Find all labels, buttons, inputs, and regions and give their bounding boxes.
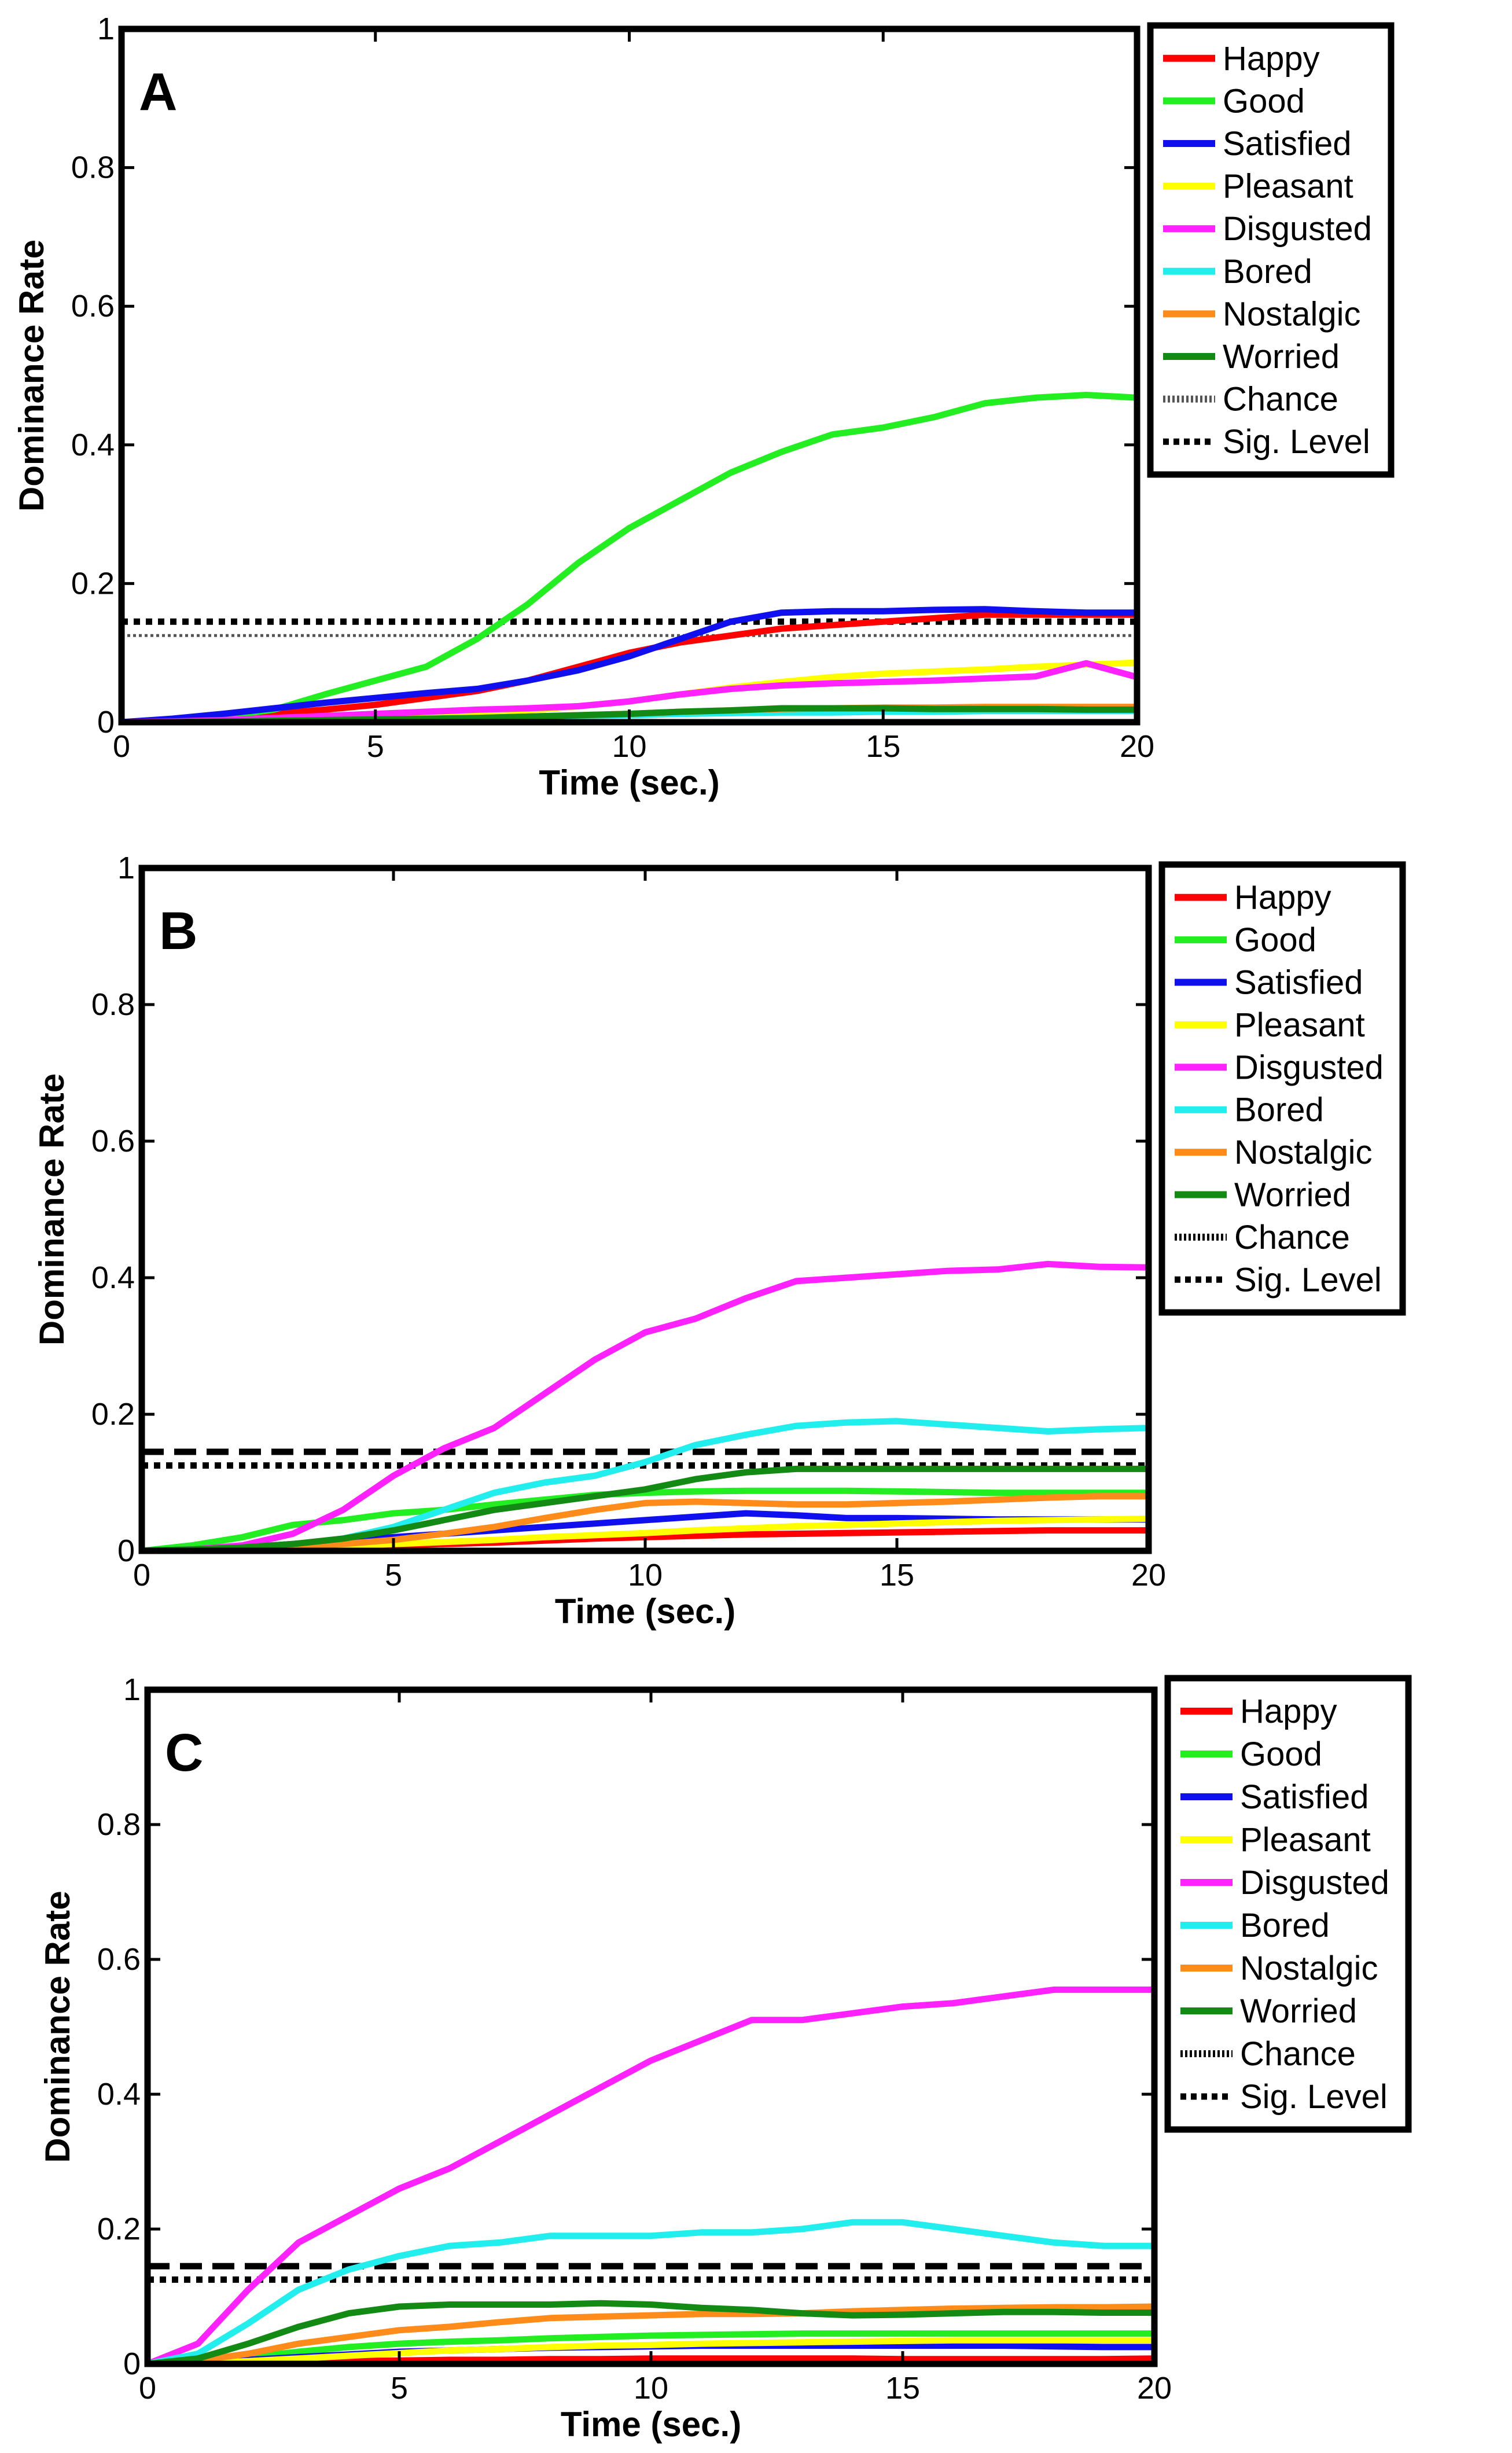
- y-tick-label: 0.4: [97, 2077, 141, 2112]
- series-line-satisfied: [122, 606, 1137, 722]
- y-tick-label: 0: [117, 1533, 135, 1568]
- x-tick-label: 15: [866, 729, 900, 764]
- x-axis-label: Time (sec.): [561, 2405, 741, 2444]
- legend-entry-label: Bored: [1223, 253, 1312, 290]
- legend-entry-label: Pleasant: [1223, 168, 1353, 205]
- series-line-nostalgic: [142, 1493, 1149, 1551]
- plot-area: [122, 29, 1137, 722]
- x-tick-label: 0: [139, 2371, 156, 2406]
- legend-entry-label: Happy: [1234, 879, 1331, 917]
- x-tick-label: 20: [1131, 1558, 1166, 1593]
- plot-area: [142, 868, 1149, 1551]
- legend-entry-label: Worried: [1223, 338, 1340, 376]
- legend-entry-label: Chance: [1240, 2035, 1356, 2073]
- y-tick-label: 1: [117, 851, 135, 885]
- x-tick-label: 20: [1137, 2371, 1172, 2406]
- x-tick-label: 5: [391, 2371, 408, 2406]
- x-tick-label: 5: [367, 729, 384, 764]
- legend-entry-label: Happy: [1240, 1693, 1337, 1730]
- legend-entry-label: Disgusted: [1223, 210, 1372, 248]
- legend-entry-label: Chance: [1223, 381, 1338, 418]
- x-tick-label: 5: [385, 1558, 402, 1593]
- legend-entry-label: Disgusted: [1240, 1864, 1389, 1902]
- series-line-pleasant: [148, 2337, 1154, 2364]
- y-tick-label: 0.6: [91, 1124, 135, 1159]
- y-tick-label: 0.2: [97, 2212, 141, 2246]
- x-axis-label: Time (sec.): [539, 763, 719, 802]
- legend-entry-label: Sig. Level: [1223, 423, 1370, 461]
- series-line-disgusted: [148, 1986, 1154, 2364]
- legend-entry-label: Good: [1240, 1735, 1322, 1773]
- y-axis-label: Dominance Rate: [38, 1891, 77, 2163]
- legend: Happy Good Satisfied Pleasant Disgusted Bored…: [1158, 861, 1406, 1316]
- series-line-good: [148, 2330, 1154, 2364]
- y-tick-label: 0.8: [97, 1807, 141, 1842]
- panel-label: B: [159, 902, 197, 961]
- series-line-bored: [148, 2219, 1154, 2364]
- legend: Happy Good Satisfied Pleasant Disgusted Bored…: [1147, 22, 1395, 478]
- panel-label: A: [139, 62, 177, 122]
- series-line-disgusted: [142, 1260, 1149, 1551]
- legend-entry-label: Worried: [1234, 1176, 1351, 1214]
- y-tick-label: 1: [123, 1672, 141, 1707]
- y-tick-label: 0: [123, 2347, 141, 2381]
- legend-entry-label: Satisfied: [1223, 125, 1351, 163]
- series-line-happy: [122, 611, 1137, 722]
- y-axis-label: Dominance Rate: [12, 240, 51, 512]
- legend-entry-label: Satisfied: [1234, 964, 1363, 1002]
- x-tick-label: 10: [634, 2371, 668, 2406]
- x-tick-label: 10: [612, 729, 646, 764]
- series-line-disgusted: [122, 660, 1137, 722]
- legend-entry-label: Bored: [1240, 1907, 1330, 1944]
- legend-entry-label: Good: [1223, 82, 1305, 120]
- y-tick-label: 0.8: [91, 987, 135, 1022]
- series-line-worried: [142, 1465, 1149, 1551]
- y-tick-label: 0.6: [71, 289, 115, 323]
- y-tick-label: 1: [97, 12, 115, 46]
- series-layer: [148, 1986, 1154, 2364]
- legend-entry-label: Disgusted: [1234, 1049, 1384, 1086]
- y-tick-label: 0.4: [71, 428, 115, 462]
- legend-entry-label: Sig. Level: [1240, 2078, 1388, 2116]
- y-tick-label: 0: [97, 705, 115, 740]
- legend-entry-label: Pleasant: [1234, 1006, 1365, 1044]
- legend-entry-label: Bored: [1234, 1091, 1324, 1129]
- legend-entry-label: Satisfied: [1240, 1778, 1368, 1816]
- y-axis-label: Dominance Rate: [32, 1073, 71, 1345]
- legend-entry-label: Worried: [1240, 1992, 1357, 2030]
- legend-entry-label: Sig. Level: [1234, 1261, 1382, 1299]
- y-tick-label: 0.2: [91, 1397, 135, 1432]
- y-tick-label: 0.4: [91, 1260, 135, 1295]
- legend-entry-label: Pleasant: [1240, 1821, 1371, 1859]
- x-tick-label: 15: [885, 2371, 920, 2406]
- legend-entry-label: Nostalgic: [1240, 1950, 1378, 1987]
- x-axis-label: Time (sec.): [555, 1592, 735, 1631]
- x-tick-label: 0: [113, 729, 130, 764]
- legend-entry-label: Nostalgic: [1223, 295, 1361, 333]
- legend-entry-label: Good: [1234, 921, 1316, 959]
- plot-area: [148, 1690, 1154, 2364]
- series-line-nostalgic: [148, 2303, 1154, 2364]
- y-tick-label: 0.6: [97, 1942, 141, 1977]
- x-tick-label: 15: [880, 1558, 914, 1593]
- legend-entry-label: Happy: [1223, 40, 1320, 78]
- series-line-worried: [148, 2300, 1154, 2364]
- x-tick-label: 0: [133, 1558, 150, 1593]
- legend-entry-label: Chance: [1234, 1219, 1350, 1256]
- legend: Happy Good Satisfied Pleasant Disgusted Bored…: [1164, 1675, 1412, 2133]
- legend-entry-label: Nostalgic: [1234, 1134, 1373, 1171]
- x-tick-label: 20: [1120, 729, 1154, 764]
- x-tick-label: 10: [628, 1558, 663, 1593]
- y-tick-label: 0.2: [71, 566, 115, 601]
- panel-label: C: [165, 1723, 203, 1782]
- y-tick-label: 0.8: [71, 150, 115, 185]
